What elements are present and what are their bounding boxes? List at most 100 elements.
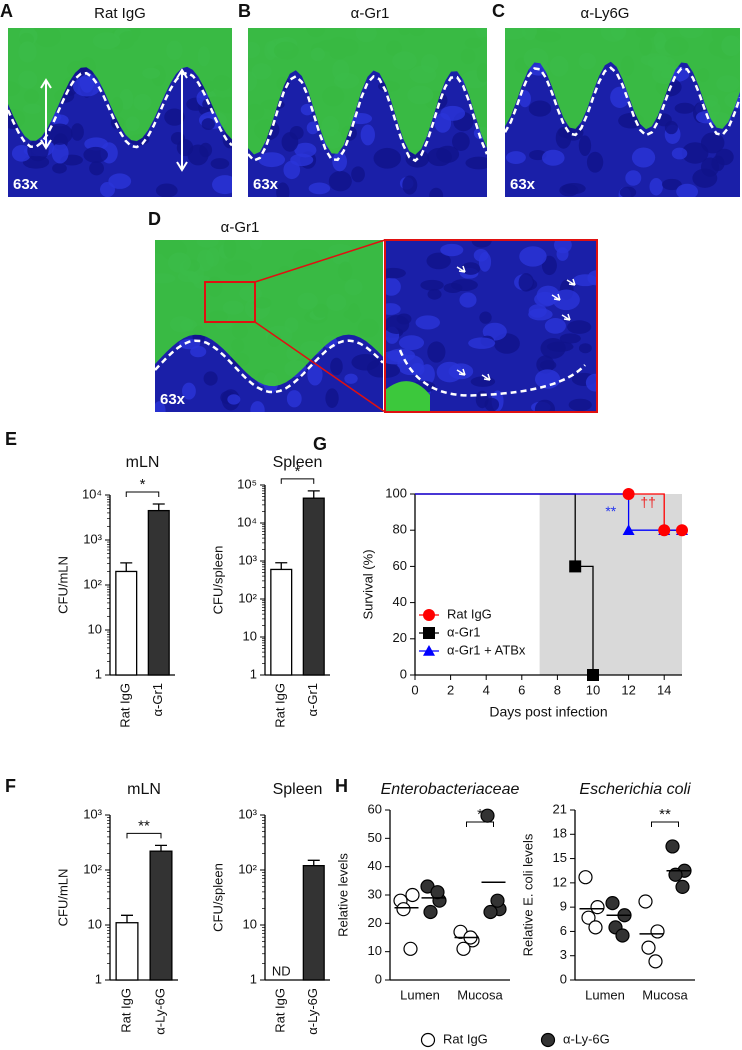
nucleus bbox=[373, 147, 402, 169]
image-title: α-Gr1 bbox=[351, 5, 390, 22]
nucleus bbox=[328, 170, 352, 192]
nucleus bbox=[308, 182, 331, 195]
data-point bbox=[490, 893, 505, 908]
error-bar bbox=[155, 844, 167, 852]
legend-label: α-Gr1 bbox=[447, 624, 481, 639]
data-point bbox=[605, 895, 620, 911]
nucleus bbox=[294, 142, 317, 158]
nucleus bbox=[452, 132, 470, 152]
x-tick-label: 14 bbox=[657, 682, 671, 697]
marker bbox=[587, 669, 599, 681]
arrow-marker bbox=[566, 278, 576, 286]
x-tick-label: α-Gr1 bbox=[305, 683, 320, 717]
panel-letter: A bbox=[0, 1, 13, 21]
y-tick-label: 20 bbox=[393, 630, 407, 645]
nucleus bbox=[258, 152, 286, 168]
nucleus bbox=[459, 292, 477, 308]
nucleus bbox=[610, 86, 630, 108]
x-tick-label: Lumen bbox=[585, 987, 625, 1002]
nucleus bbox=[427, 288, 442, 300]
nucleus bbox=[567, 320, 592, 334]
nucleus bbox=[662, 178, 682, 191]
significance-label: * bbox=[140, 476, 146, 493]
data-point bbox=[590, 900, 605, 915]
error-bar bbox=[121, 914, 133, 923]
y-tick-label: 80 bbox=[393, 522, 407, 537]
nucleus bbox=[619, 186, 637, 197]
chart-title: Spleen bbox=[273, 781, 323, 798]
micrograph bbox=[248, 28, 487, 197]
x-tick-label: Rat IgG bbox=[118, 988, 133, 1033]
zoom-region bbox=[204, 281, 256, 323]
nucleus bbox=[674, 102, 695, 114]
data-point bbox=[403, 941, 418, 956]
annotation: †† bbox=[640, 494, 656, 510]
magnification: 63x bbox=[13, 176, 39, 193]
nucleus bbox=[108, 173, 132, 189]
chart-title: Spleen bbox=[273, 454, 323, 471]
nucleus bbox=[398, 335, 425, 351]
arrow-head bbox=[176, 68, 188, 172]
nucleus bbox=[410, 363, 425, 376]
nucleus bbox=[541, 149, 565, 166]
y-tick-label: 0 bbox=[400, 666, 407, 681]
y-tick-label: 15 bbox=[553, 850, 567, 865]
y-tick-label: 9 bbox=[560, 899, 567, 914]
y-tick-label: 20 bbox=[368, 915, 382, 930]
nucleus bbox=[210, 158, 230, 170]
nucleus bbox=[155, 401, 166, 412]
data-point bbox=[578, 870, 593, 885]
nucleus bbox=[212, 175, 232, 195]
nucleus bbox=[470, 376, 496, 387]
nucleus bbox=[426, 252, 451, 270]
bar bbox=[302, 497, 325, 676]
data-point bbox=[668, 867, 683, 882]
epithelial-boundary bbox=[398, 349, 586, 397]
y-tick-label: 10⁴ bbox=[237, 514, 257, 529]
stained-mucus bbox=[248, 28, 487, 155]
y-tick-label: 10² bbox=[238, 861, 257, 876]
nucleus bbox=[420, 279, 444, 291]
arrow-marker bbox=[551, 293, 561, 301]
arrow-marker bbox=[456, 368, 466, 376]
error-bar bbox=[307, 490, 320, 499]
arrow-marker bbox=[561, 313, 571, 321]
nucleus bbox=[276, 182, 290, 197]
stained-mucus bbox=[8, 28, 232, 142]
y-tick-label: 10² bbox=[83, 861, 102, 876]
error-bar bbox=[307, 859, 320, 866]
mucus-boundary bbox=[248, 74, 487, 163]
y-tick-label: 1 bbox=[95, 666, 102, 681]
nucleus bbox=[518, 273, 534, 292]
nucleus bbox=[190, 345, 207, 358]
nucleus bbox=[70, 123, 84, 141]
data-point bbox=[665, 839, 680, 854]
significance-bracket bbox=[651, 821, 679, 827]
nucleus bbox=[402, 175, 418, 195]
y-axis-label: CFU/spleen bbox=[210, 863, 225, 932]
data-point bbox=[581, 910, 596, 925]
nucleus bbox=[461, 262, 481, 275]
error-bar bbox=[120, 562, 133, 572]
panel-letter: B bbox=[238, 1, 251, 21]
nucleus bbox=[52, 163, 67, 174]
y-tick-label: 21 bbox=[553, 801, 567, 816]
nucleus bbox=[164, 108, 185, 126]
y-tick-label: 18 bbox=[553, 826, 567, 841]
zoom-frame bbox=[384, 239, 598, 413]
y-axis-label: CFU/mLN bbox=[55, 556, 70, 614]
y-tick-label: 10³ bbox=[83, 531, 102, 546]
nucleus bbox=[587, 270, 597, 286]
arrow-marker bbox=[481, 373, 491, 381]
nucleus bbox=[351, 166, 365, 183]
x-tick-label: 8 bbox=[554, 682, 561, 697]
nucleus bbox=[289, 125, 304, 140]
data-point bbox=[396, 902, 411, 917]
annotation: ** bbox=[605, 503, 616, 519]
x-tick-label: 0 bbox=[411, 682, 418, 697]
significance-bracket bbox=[126, 832, 162, 839]
bar bbox=[147, 509, 170, 676]
nucleus bbox=[559, 184, 579, 197]
nucleus bbox=[330, 357, 343, 376]
micrograph bbox=[385, 240, 597, 412]
